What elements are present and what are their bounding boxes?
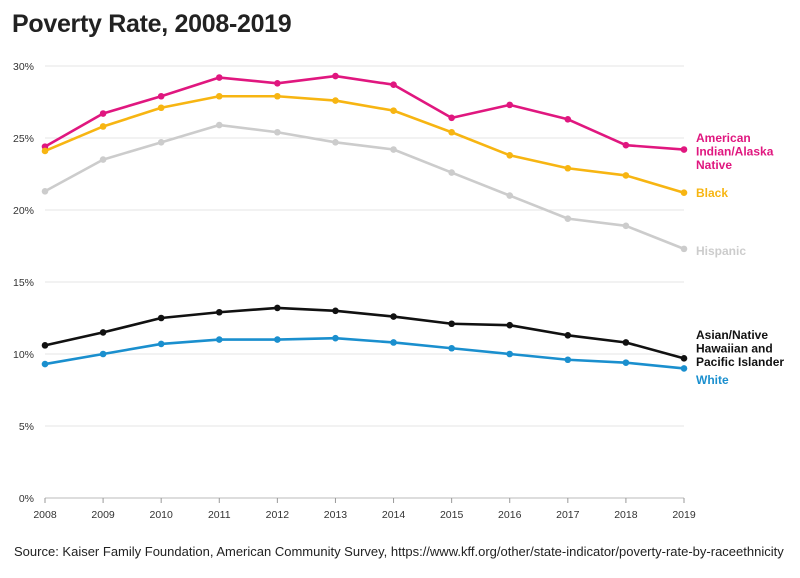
data-point <box>448 169 455 176</box>
series-labels: American Indian/Alaska Native Black Hispanic… <box>696 131 784 387</box>
y-axis-ticks: 0% 5% 10% 15% 20% 25% 30% <box>13 61 34 505</box>
series-label: American Indian/Alaska Native <box>696 131 774 172</box>
data-point <box>215 336 223 343</box>
data-point <box>99 156 107 163</box>
data-point <box>215 121 223 129</box>
data-point <box>506 350 514 358</box>
data-point <box>680 365 688 372</box>
data-point <box>99 329 107 336</box>
data-point <box>157 104 165 112</box>
y-tick-label: 20% <box>13 205 34 217</box>
y-tick-label: 30% <box>13 61 34 73</box>
data-point <box>390 107 397 114</box>
y-tick-label: 0% <box>19 493 34 505</box>
y-tick-label: 15% <box>13 277 34 289</box>
data-point <box>215 308 223 316</box>
y-tick-label: 10% <box>13 349 34 361</box>
x-tick-label: 2017 <box>556 509 580 521</box>
series-label: Hispanic <box>696 244 746 258</box>
data-point <box>622 359 630 366</box>
series-line <box>44 123 685 251</box>
data-point <box>680 355 688 362</box>
data-point <box>157 314 165 322</box>
x-tick-label: 2009 <box>91 509 115 521</box>
x-tick-label: 2011 <box>208 509 231 521</box>
data-point <box>448 114 455 122</box>
data-point <box>274 92 281 100</box>
x-tick-label: 2010 <box>150 509 174 521</box>
data-point <box>332 72 339 80</box>
data-point <box>390 313 397 320</box>
series-label: Asian/Native Hawaiian and Pacific Islander <box>696 328 784 369</box>
data-point <box>41 147 49 155</box>
series-line <box>44 94 685 194</box>
x-tick-label: 2014 <box>382 509 406 521</box>
data-point <box>99 350 107 358</box>
data-point <box>157 340 165 348</box>
poverty-rate-line-chart: 2008 2009 2010 2011 2012 2013 2014 2015 2016 2017… <box>13 61 784 521</box>
x-tick-label: 2019 <box>672 509 696 521</box>
data-point <box>564 164 572 172</box>
data-point <box>506 192 514 199</box>
data-point <box>332 97 339 104</box>
data-point <box>680 189 688 197</box>
data-point <box>564 215 572 222</box>
x-tick-label: 2012 <box>266 509 290 521</box>
data-point <box>41 360 49 368</box>
y-tick-label: 5% <box>19 421 34 433</box>
data-point <box>390 81 397 89</box>
y-tick-label: 25% <box>13 133 34 145</box>
series-label: White <box>696 373 729 387</box>
chart-title: Poverty Rate, 2008-2019 <box>12 10 292 38</box>
x-tick-label: 2015 <box>440 509 464 521</box>
series-lines <box>44 74 685 370</box>
data-point <box>622 222 630 230</box>
data-point <box>622 141 630 149</box>
data-point <box>390 339 397 346</box>
data-point <box>215 74 223 81</box>
data-point <box>506 101 514 109</box>
data-point <box>564 115 572 123</box>
series-points <box>41 72 688 372</box>
data-point <box>274 128 281 136</box>
series-line <box>44 336 685 370</box>
x-tick-label: 2018 <box>614 509 638 521</box>
data-point <box>274 304 281 312</box>
data-point <box>99 123 107 130</box>
data-point <box>215 92 223 100</box>
data-point <box>274 336 281 343</box>
data-point <box>448 320 455 328</box>
source-note: Source: Kaiser Family Foundation, Americ… <box>14 544 784 559</box>
data-point <box>390 146 397 153</box>
series-line <box>44 306 685 360</box>
data-point <box>99 110 107 117</box>
x-axis: 2008 2009 2010 2011 2012 2013 2014 2015 2016 2017… <box>33 498 696 521</box>
data-point <box>448 344 455 352</box>
data-point <box>622 339 630 346</box>
data-point <box>157 139 165 146</box>
data-point <box>622 172 630 179</box>
grid-lines <box>45 65 684 499</box>
x-tick-label: 2008 <box>33 509 57 521</box>
series-line <box>44 74 685 151</box>
x-tick-label: 2013 <box>324 509 348 521</box>
data-point <box>41 187 49 195</box>
series-label: Black <box>696 186 728 200</box>
data-point <box>448 128 455 136</box>
data-point <box>332 139 339 146</box>
data-point <box>157 92 165 100</box>
data-point <box>506 151 514 159</box>
data-point <box>332 334 339 342</box>
data-point <box>506 321 514 329</box>
data-point <box>680 245 688 253</box>
data-point <box>680 146 688 153</box>
x-tick-label: 2016 <box>498 509 522 521</box>
data-point <box>564 356 572 364</box>
data-point <box>274 79 281 87</box>
data-point <box>41 342 49 349</box>
data-point <box>332 307 339 315</box>
data-point <box>564 331 572 339</box>
